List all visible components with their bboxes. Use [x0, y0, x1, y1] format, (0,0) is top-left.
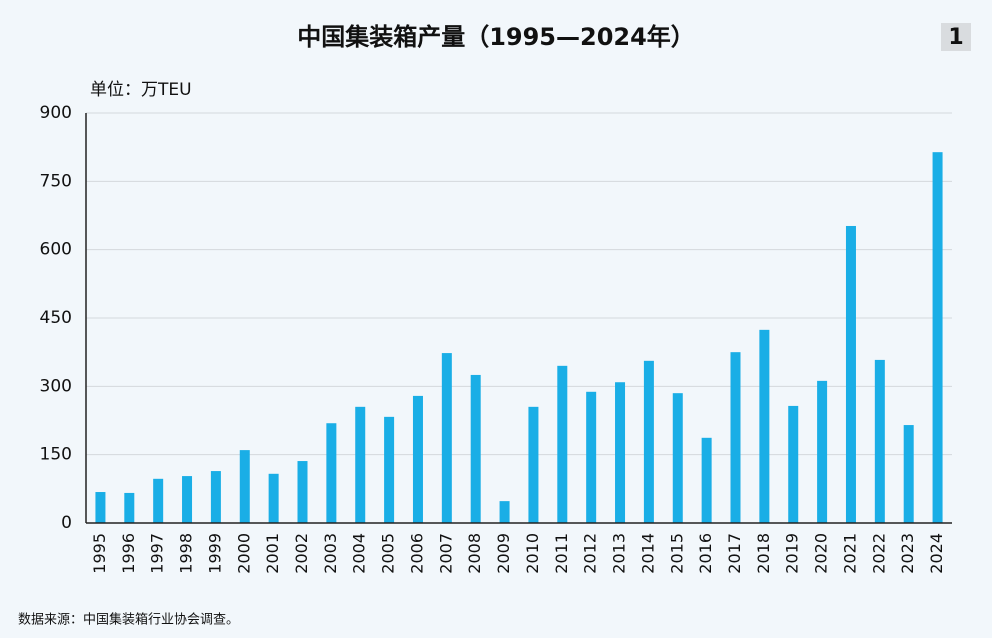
y-tick-label: 450 — [40, 308, 72, 328]
x-tick-label: 2017 — [725, 533, 744, 574]
bar — [903, 425, 914, 523]
x-tick-label: 2006 — [407, 533, 426, 574]
y-tick-label: 600 — [40, 240, 72, 260]
x-tick-label: 2007 — [436, 533, 455, 574]
x-tick-label: 2005 — [379, 533, 398, 574]
x-tick-label: 1996 — [119, 533, 138, 574]
bar — [759, 329, 770, 523]
y-tick-label: 900 — [40, 103, 72, 123]
bar — [470, 374, 481, 523]
x-tick-label: 2023 — [898, 533, 917, 574]
x-tick-label: 2020 — [812, 533, 831, 574]
badge: 1 — [948, 25, 963, 50]
x-tick-label: 2024 — [927, 533, 946, 574]
x-tick-label: 2015 — [667, 533, 686, 574]
bar — [268, 473, 279, 523]
source: 数据来源：中国集装箱行业协会调查。 — [18, 612, 239, 628]
x-tick-label: 2021 — [840, 533, 859, 574]
y-tick-label: 150 — [40, 445, 72, 465]
x-tick-label: 2009 — [494, 533, 513, 574]
bar — [845, 225, 856, 523]
bar — [528, 406, 539, 523]
bar — [412, 395, 423, 523]
x-tick-label: 2022 — [869, 533, 888, 574]
bar — [210, 471, 221, 523]
badge-box — [941, 23, 971, 51]
x-tick-label: 2013 — [610, 533, 629, 574]
bar — [932, 152, 943, 523]
x-tick-label: 2001 — [263, 533, 282, 574]
y-tick-label: 0 — [61, 513, 72, 533]
x-tick-label: 2004 — [350, 533, 369, 574]
x-tick-label: 2000 — [234, 533, 253, 574]
bar — [182, 476, 193, 523]
y-tick-label: 750 — [40, 171, 72, 191]
bar — [557, 365, 568, 523]
bar — [124, 492, 135, 523]
bar — [615, 382, 626, 523]
x-tick-label: 2003 — [321, 533, 340, 574]
y-tick-label: 300 — [40, 376, 72, 396]
x-tick-label: 1999 — [205, 533, 224, 574]
bar — [643, 360, 654, 523]
bar — [384, 416, 395, 523]
bar — [788, 405, 799, 523]
bar — [701, 437, 712, 523]
x-tick-label: 2012 — [581, 533, 600, 574]
bar — [441, 353, 452, 523]
bar — [672, 393, 683, 523]
x-tick-label: 2002 — [292, 533, 311, 574]
bar — [586, 391, 597, 523]
x-tick-label: 2008 — [465, 533, 484, 574]
bar — [153, 478, 164, 523]
x-tick-label: 2018 — [754, 533, 773, 574]
bar — [817, 380, 828, 523]
x-tick-label: 2016 — [696, 533, 715, 574]
bar — [239, 450, 250, 523]
bar — [874, 359, 885, 523]
x-tick-label: 2014 — [638, 533, 657, 574]
x-tick-label: 2011 — [552, 533, 571, 574]
x-tick-label: 2019 — [783, 533, 802, 574]
x-tick-label: 1997 — [148, 533, 167, 574]
x-tick-label: 1998 — [177, 533, 196, 574]
unit-label: 单位：万TEU — [90, 80, 192, 100]
chart-title: 中国集装箱产量（1995—2024年） — [297, 23, 695, 51]
x-tick-label: 1995 — [90, 533, 109, 574]
bar — [499, 501, 510, 523]
x-tick-label: 2010 — [523, 533, 542, 574]
bar — [95, 492, 106, 523]
bar — [730, 352, 741, 523]
bar — [326, 423, 337, 523]
bar — [297, 461, 308, 523]
bar — [355, 406, 366, 523]
